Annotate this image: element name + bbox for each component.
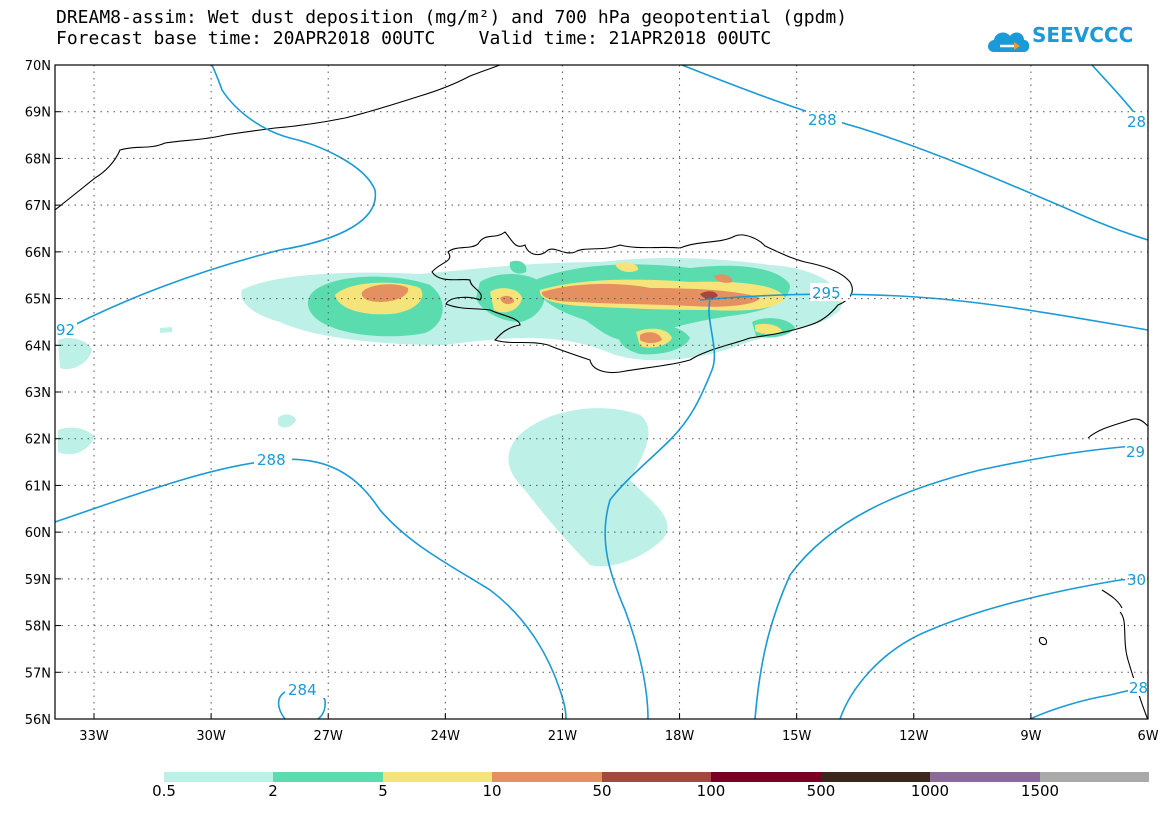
map-subtitle: Forecast base time: 20APR2018 00UTC Vali… <box>56 28 772 49</box>
lat-label: 63N <box>25 386 51 401</box>
legend-label: 0.5 <box>152 782 176 800</box>
lat-label: 69N <box>25 106 51 121</box>
lon-label: 27W <box>314 729 344 744</box>
lat-label: 64N <box>25 339 51 354</box>
lat-label: 56N <box>25 713 51 728</box>
legend-label: 1500 <box>1020 782 1060 800</box>
contour-labels: 288 28 92 295 288 29 30 284 28 <box>55 110 1148 699</box>
iceland-coastline <box>431 231 853 374</box>
contour-label: 284 <box>288 681 317 699</box>
lon-label: 15W <box>782 729 812 744</box>
legend-swatch <box>492 772 602 782</box>
lon-label: 30W <box>196 729 226 744</box>
lat-label: 68N <box>25 152 51 167</box>
legend-swatch <box>711 772 821 782</box>
map-title: DREAM8-assim: Wet dust deposition (mg/m²… <box>56 7 848 28</box>
legend-swatch <box>821 772 930 782</box>
legend-swatch <box>273 772 383 782</box>
dust-deposition-fields <box>58 258 842 567</box>
lat-label: 66N <box>25 246 51 261</box>
longitude-axis: 33W 30W 27W 24W 21W 18W 15W 12W 9W 6W <box>79 713 1159 744</box>
lat-label: 57N <box>25 666 51 681</box>
lon-label: 33W <box>79 729 109 744</box>
greenland-coastline <box>55 65 501 211</box>
legend-label: 50 <box>592 782 612 800</box>
contour-label: 28 <box>1129 679 1148 697</box>
coastlines <box>55 65 1148 719</box>
lat-label: 70N <box>25 59 51 74</box>
contour-label: 30 <box>1127 571 1146 589</box>
latitude-axis: 70N 69N 68N 67N 66N 65N 64N 63N 62N 61N 60N 59N 58N 5… <box>25 59 61 728</box>
legend-swatch <box>1040 772 1149 782</box>
lon-label: 21W <box>548 729 578 744</box>
contour-label: 288 <box>257 451 286 469</box>
legend-swatch <box>164 772 273 782</box>
graticule <box>55 65 1148 719</box>
deposition-50-100 <box>700 291 718 299</box>
lat-label: 61N <box>25 479 51 494</box>
contour-label: 288 <box>808 111 837 129</box>
contour-label: 92 <box>56 321 75 339</box>
contour-label: 29 <box>1126 443 1145 461</box>
geopotential-contours <box>55 65 1148 719</box>
lat-label: 60N <box>25 526 51 541</box>
deposition-10-50 <box>361 274 760 343</box>
contour-label: 295 <box>812 284 841 302</box>
lon-label: 12W <box>899 729 929 744</box>
lat-label: 65N <box>25 293 51 308</box>
logo-text: SEEVCCC <box>1032 23 1134 47</box>
legend-label: 5 <box>378 782 388 800</box>
legend-label: 500 <box>806 782 836 800</box>
scotland-coastline <box>1087 418 1148 719</box>
legend-swatch <box>930 772 1040 782</box>
lon-label: 6W <box>1137 729 1158 744</box>
seevccc-logo <box>988 32 1030 52</box>
lat-label: 62N <box>25 433 51 448</box>
contour-label: 28 <box>1127 113 1146 131</box>
lon-label: 9W <box>1020 729 1041 744</box>
lat-label: 59N <box>25 573 51 588</box>
legend-swatch <box>602 772 711 782</box>
lat-label: 67N <box>25 199 51 214</box>
legend-swatch <box>383 772 492 782</box>
lon-label: 18W <box>665 729 695 744</box>
lon-label: 24W <box>431 729 461 744</box>
legend-label: 10 <box>482 782 502 800</box>
legend-label: 100 <box>696 782 726 800</box>
legend-label: 2 <box>268 782 278 800</box>
lat-label: 58N <box>25 620 51 635</box>
legend-label: 1000 <box>910 782 950 800</box>
